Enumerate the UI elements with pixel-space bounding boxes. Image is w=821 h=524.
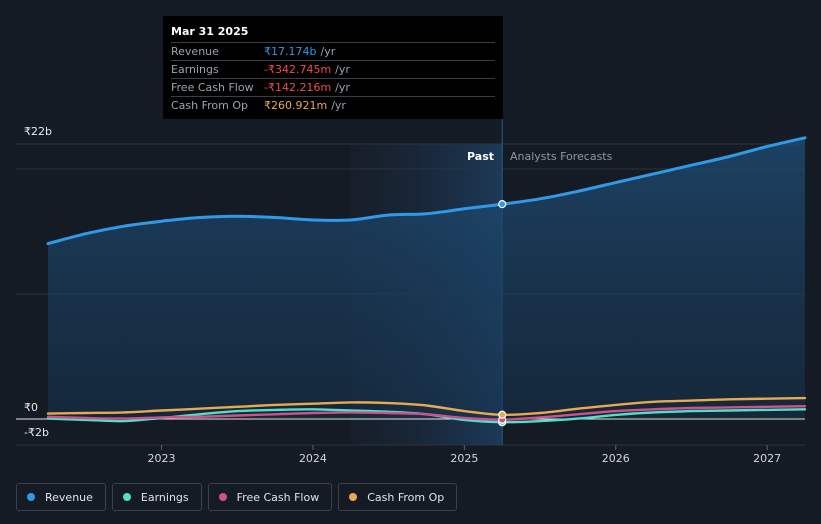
tooltip-label: Cash From Op: [171, 99, 249, 112]
cash-from-op-line: [46, 396, 807, 417]
tooltip-date: Mar 31 2025: [171, 25, 249, 38]
legend-dot-icon: [122, 493, 131, 501]
legend-revenue[interactable]: Revenue: [16, 483, 106, 511]
tooltip-value: ₹260.921m: [264, 99, 328, 112]
revenue-marker[interactable]: [498, 200, 507, 209]
legend: Revenue Earnings Free Cash Flow Cash From O…: [16, 483, 458, 511]
tooltip-row: Earnings -₹342.745m/yr: [171, 60, 495, 78]
y-tick-label: -₹2b: [24, 426, 49, 439]
legend-label: Earnings: [140, 490, 189, 504]
tooltip-unit: /yr: [331, 99, 346, 112]
legend-dot-icon: [27, 493, 35, 501]
forecast-label: Analysts Forecasts: [510, 150, 613, 163]
legend-label: Revenue: [45, 490, 93, 504]
legend-dot-icon: [349, 493, 358, 501]
tooltip-label: Free Cash Flow: [171, 81, 254, 94]
y-tick-label: ₹22b: [24, 125, 52, 138]
tooltip-value: -₹142.216m: [264, 81, 332, 94]
past-label: Past: [467, 150, 494, 163]
tooltip-value: ₹17.174b: [264, 45, 317, 58]
x-tick-label: 2024: [299, 452, 327, 465]
legend-earnings[interactable]: Earnings: [111, 483, 202, 511]
tooltip-unit: /yr: [320, 45, 336, 58]
tooltip-label: Revenue: [171, 45, 219, 58]
x-tick-label: 2025: [450, 452, 478, 465]
x-tick-label: 2026: [602, 452, 630, 465]
free-cash-flow-line: [46, 405, 807, 421]
legend-dot-icon: [218, 493, 227, 501]
legend-cash-from-op[interactable]: Cash From Op: [338, 483, 458, 511]
legend-label: Free Cash Flow: [236, 490, 320, 504]
cash-from-op-marker[interactable]: [498, 410, 507, 419]
tooltip-unit: /yr: [335, 81, 350, 94]
tooltip-row: Revenue ₹17.174b/yr: [171, 42, 495, 60]
tooltip-label: Earnings: [171, 63, 219, 76]
x-tick-label: 2027: [753, 452, 781, 465]
tooltip-value: -₹342.745m: [264, 63, 332, 76]
chart-canvas: 2023 2024 2025 2026 2027 Past Analysts Forec…: [16, 95, 807, 465]
legend-label: Cash From Op: [367, 490, 445, 504]
legend-free-cash-flow[interactable]: Free Cash Flow: [207, 483, 333, 511]
y-tick-label: ₹0: [24, 401, 38, 414]
tooltip-unit: /yr: [335, 63, 350, 76]
tooltip-row: Free Cash Flow -₹142.216m/yr: [171, 78, 495, 96]
revenue-area: [48, 137, 805, 419]
tooltip-row: Cash From Op ₹260.921m/yr: [171, 96, 495, 114]
x-tick-label: 2023: [148, 452, 176, 465]
revenue-line: [46, 136, 807, 246]
tooltip: Mar 31 2025 Revenue ₹17.174b/yr Earnings -₹…: [163, 16, 503, 119]
